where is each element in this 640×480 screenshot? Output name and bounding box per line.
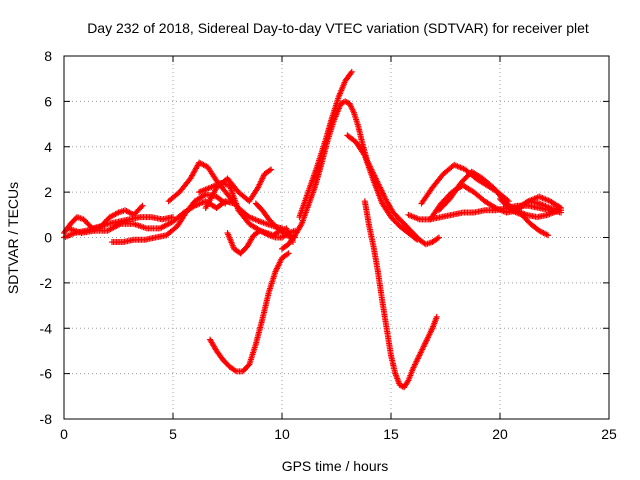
data-point [221,199,228,206]
data-point [544,232,551,239]
y-tick-label: 8 [44,48,52,64]
x-tick-label: 25 [601,426,617,442]
y-tick-label: 4 [44,139,52,155]
data-point [348,68,355,75]
x-tick-label: 10 [274,426,290,442]
data-point [231,367,238,374]
series-mid-arc [344,132,421,243]
y-tick-label: 0 [44,230,52,246]
plot-frame [63,55,610,420]
chart-title: Day 232 of 2018, Sidereal Day-to-day VTE… [87,20,589,36]
series-arc-8 [224,225,296,257]
data-point [284,251,291,258]
data-point [266,167,273,174]
series-late-arc-5 [497,195,551,239]
y-tick-label: 2 [44,184,52,200]
data-point [434,235,441,242]
x-tick-label: 5 [169,426,177,442]
data-point [412,235,419,242]
data-point [222,200,229,207]
x-tick-label: 0 [60,426,68,442]
data-point [268,166,275,173]
data-point [282,231,289,238]
series-dip-arc-right [361,198,440,391]
series-peak-arc [296,68,355,221]
data-series [61,68,565,391]
data-point [138,204,145,211]
series-main-arc [279,98,442,252]
axis-ticks: 0 5 10 15 20 25 -8 -6 -4 -2 0 2 4 6 8 [40,48,617,442]
y-tick-label: 6 [44,93,52,109]
y-tick-label: -4 [40,320,53,336]
series-arc-7 [202,166,275,212]
series-late-arc-6 [514,198,565,214]
y-tick-label: -8 [40,411,53,427]
data-point [139,202,146,209]
y-axis-label: SDTVAR / TECUs [5,182,21,294]
series-dip-arc-left [207,250,292,375]
data-point [347,70,354,77]
data-point [435,234,442,241]
x-axis-label: GPS time / hours [282,458,389,474]
data-point [433,313,440,320]
data-point [285,250,292,257]
x-tick-label: 20 [492,426,508,442]
y-tick-label: -2 [40,275,53,291]
data-point [558,207,565,214]
x-tick-label: 15 [383,426,399,442]
y-tick-label: -6 [40,366,53,382]
data-point [414,236,421,243]
